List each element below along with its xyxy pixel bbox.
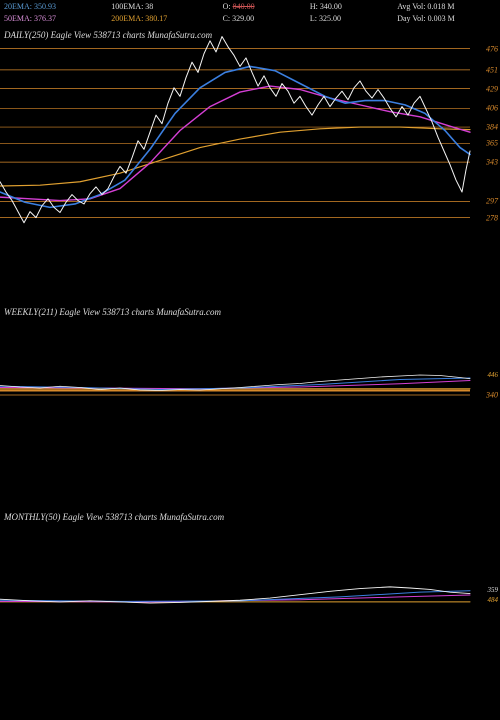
y-axis-label: 384 <box>486 123 498 132</box>
stat-cell: L: 325.00 <box>310 14 383 24</box>
header-stats: 20EMA: 350.93 100EMA: 38 O: 840.00 H: 340.0… <box>4 2 496 24</box>
stat-cell: H: 340.00 <box>310 2 383 12</box>
y-axis-label: 406 <box>486 104 498 113</box>
daily-chart-panel: DAILY(250) Eagle View 538713 charts Muna… <box>0 28 500 233</box>
daily-title: DAILY(250) Eagle View 538713 charts Muna… <box>4 30 212 40</box>
y-axis-label: 476 <box>486 44 498 53</box>
y-axis-label: 278 <box>486 213 498 222</box>
weekly-chart-svg <box>0 305 500 480</box>
stat-cell: 100EMA: 38 <box>111 2 208 12</box>
weekly-chart-panel: WEEKLY(211) Eagle View 538713 charts Mun… <box>0 305 500 480</box>
y-axis-label: 297 <box>486 197 498 206</box>
monthly-chart-panel: MONTHLY(50) Eagle View 538713 charts Mun… <box>0 510 500 705</box>
cluster-label: 484 <box>488 596 499 604</box>
y-axis-label: 340 <box>486 391 498 400</box>
cluster-label: 359 <box>488 586 499 594</box>
y-axis-label: 343 <box>486 158 498 167</box>
stat-cell: 20EMA: 350.93 <box>4 2 97 12</box>
stat-cell: Day Vol: 0.003 M <box>397 14 496 24</box>
stat-cell: C: 329.00 <box>223 14 296 24</box>
y-axis-label: 429 <box>486 84 498 93</box>
y-axis-label: 451 <box>486 65 498 74</box>
monthly-chart-svg <box>0 510 500 705</box>
y-axis-label: 365 <box>486 139 498 148</box>
stat-cell: 50EMA: 376.37 <box>4 14 97 24</box>
stat-cell: O: 840.00 <box>223 2 296 12</box>
daily-chart-svg <box>0 28 500 233</box>
stat-cell: 200EMA: 380.17 <box>111 14 208 24</box>
cluster-label: 446 <box>488 371 499 379</box>
weekly-title: WEEKLY(211) Eagle View 538713 charts Mun… <box>4 307 221 317</box>
stat-cell: Avg Vol: 0.018 M <box>397 2 496 12</box>
monthly-title: MONTHLY(50) Eagle View 538713 charts Mun… <box>4 512 224 522</box>
